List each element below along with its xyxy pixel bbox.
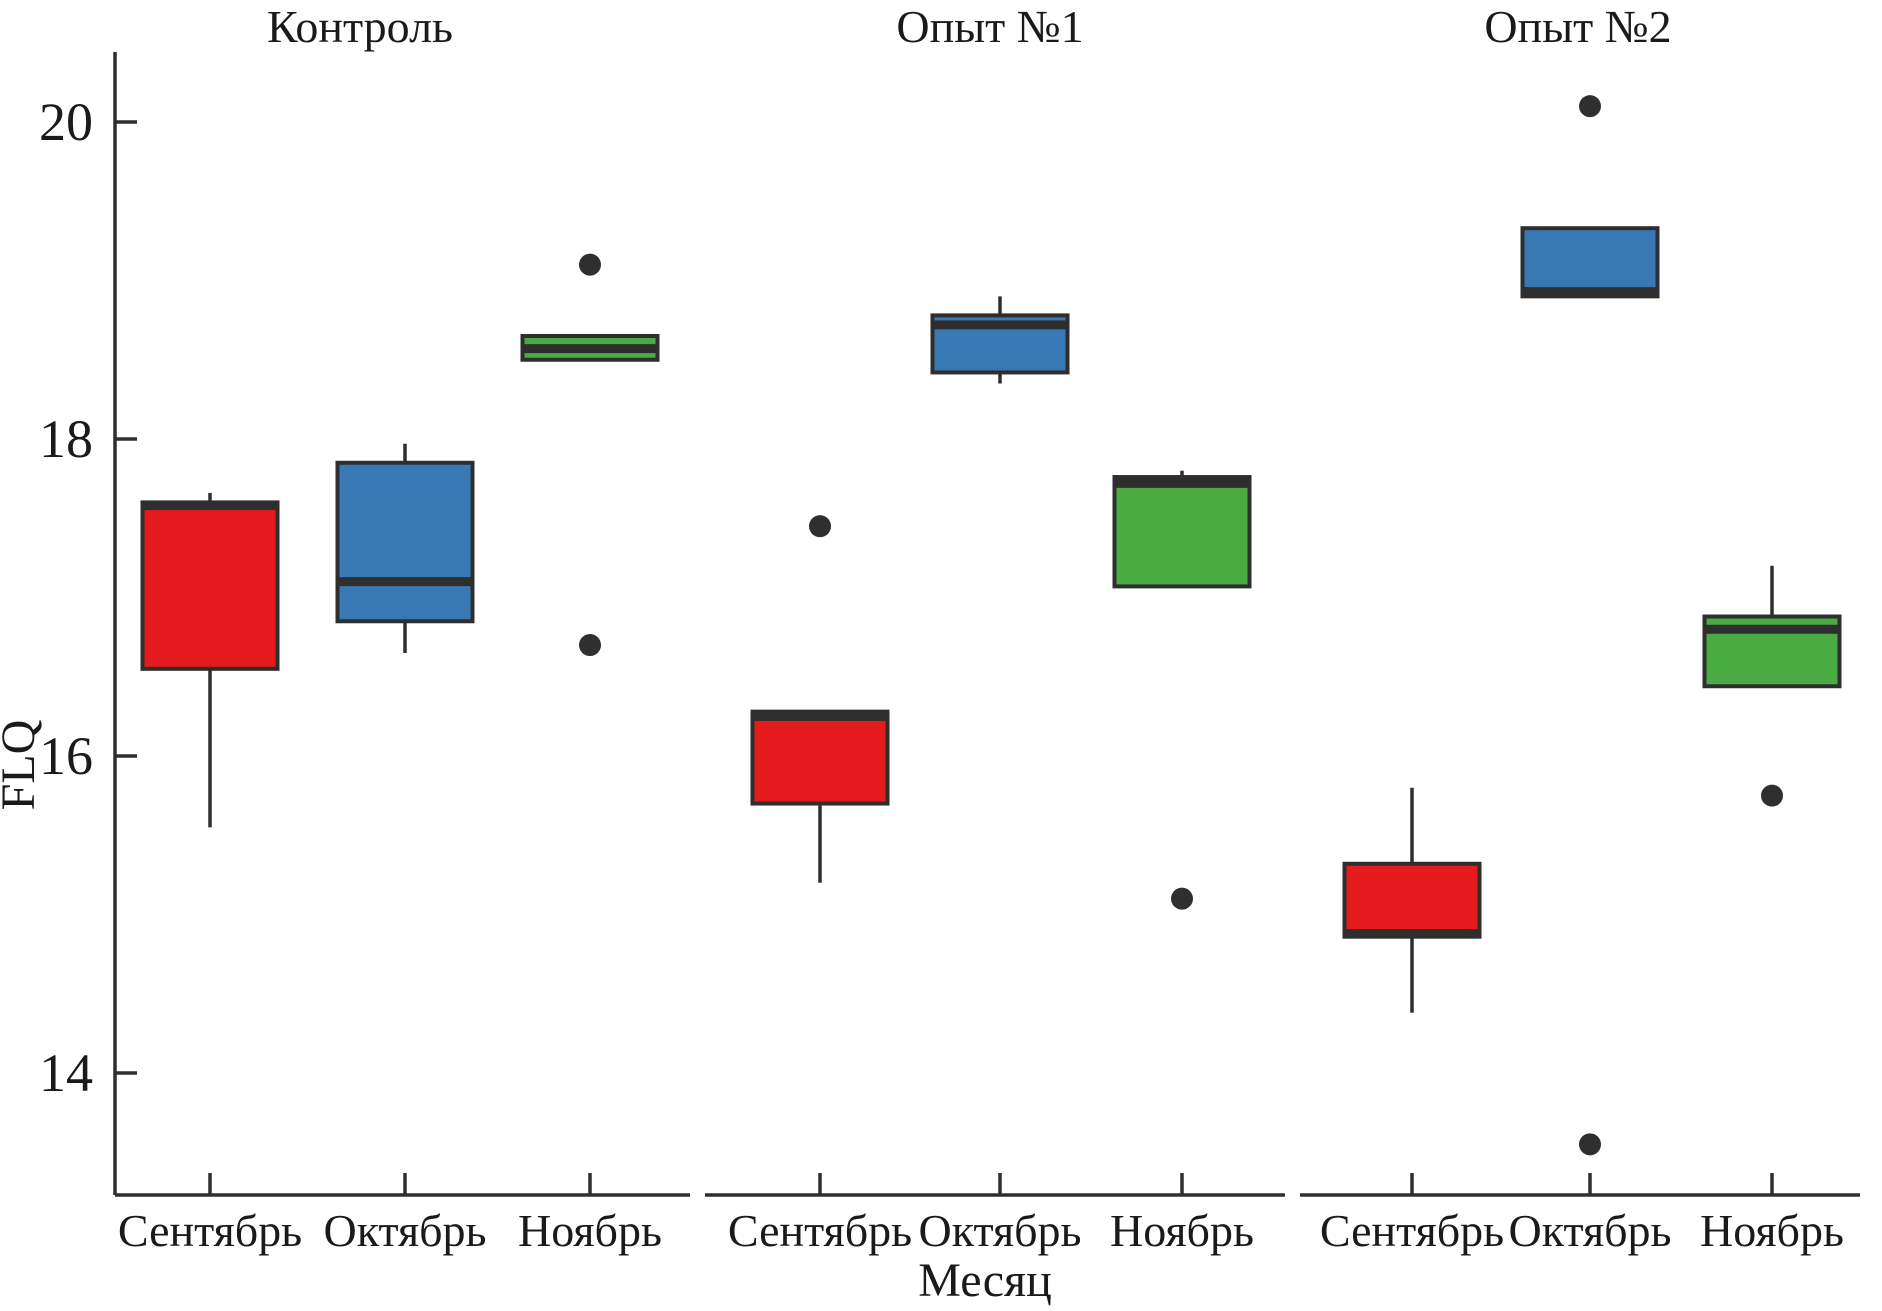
y-tick-label: 14	[39, 1043, 93, 1103]
outlier-dot	[579, 634, 601, 657]
outlier-dot	[1579, 1133, 1601, 1156]
panel-title: Опыт №2	[1484, 1, 1671, 52]
box-сентябрь	[140, 500, 280, 671]
outlier-dot	[1171, 887, 1193, 910]
x-tick-label: Ноябрь	[518, 1205, 662, 1256]
x-tick-label: Октябрь	[1509, 1205, 1672, 1256]
x-tick-label: Октябрь	[324, 1205, 487, 1256]
y-tick-label: 18	[39, 409, 93, 469]
outlier-dot	[1579, 95, 1601, 118]
x-tick-label: Октябрь	[919, 1205, 1082, 1256]
outlier-dot	[1761, 784, 1783, 807]
box-сентябрь	[750, 709, 890, 806]
x-tick-label: Сентябрь	[728, 1205, 912, 1256]
box-ноябрь	[1112, 475, 1252, 589]
x-tick-label: Сентябрь	[1320, 1205, 1504, 1256]
x-tick-label: Ноябрь	[1110, 1205, 1254, 1256]
box-октябрь	[1520, 226, 1660, 299]
box-октябрь	[335, 460, 475, 624]
x-tick-label: Ноябрь	[1700, 1205, 1844, 1256]
x-tick-label: Сентябрь	[118, 1205, 302, 1256]
y-axis-label: FLQ	[0, 720, 45, 811]
outlier-dot	[579, 253, 601, 276]
x-axis-label: Месяц	[918, 1254, 1052, 1306]
y-tick-label: 16	[39, 726, 93, 786]
panel-title: Опыт №1	[896, 1, 1083, 52]
outlier-dot	[809, 515, 831, 538]
panel-title: Контроль	[267, 1, 453, 52]
box-сентябрь	[1342, 861, 1482, 939]
y-tick-label: 20	[39, 92, 93, 152]
